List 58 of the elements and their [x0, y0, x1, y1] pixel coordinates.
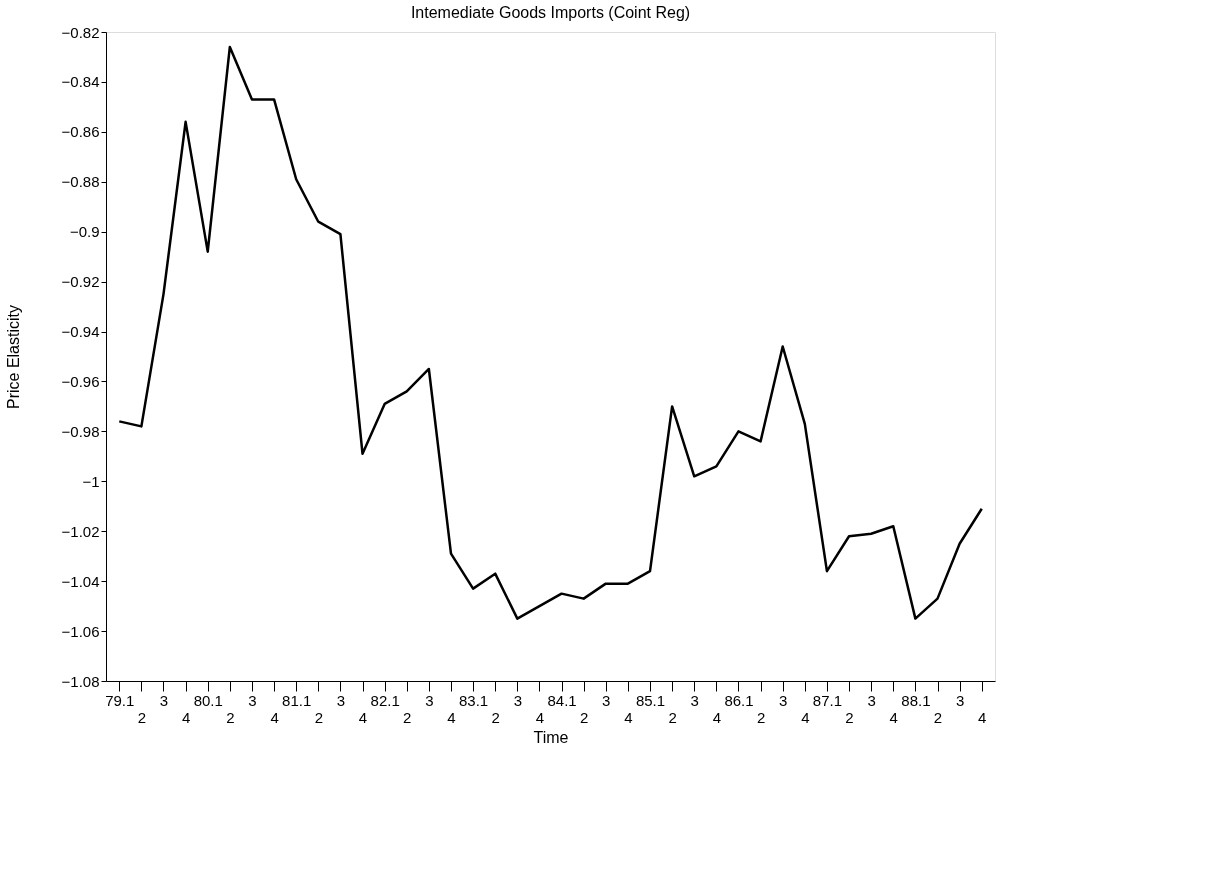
x-tick-label: 83.1 [459, 691, 489, 709]
y-tick-label: −1.06 [61, 622, 100, 640]
y-tick-label: −0.98 [61, 422, 100, 440]
x-tick-label: 2 [491, 708, 500, 726]
chart-title: Intemediate Goods Imports (Coint Reg) [410, 4, 691, 21]
x-tick-label: 82.1 [370, 691, 400, 709]
x-tick-label: 4 [447, 708, 456, 726]
y-tick-label: −0.9 [69, 223, 100, 241]
x-tick-label: 3 [867, 691, 876, 709]
x-tick-label: 3 [513, 691, 522, 709]
line-series [118, 45, 983, 620]
x-tick-label: 4 [978, 708, 987, 726]
x-axis-title: Time [533, 728, 569, 746]
x-tick-label: 79.1 [105, 691, 135, 709]
x-tick-label: 88.1 [901, 691, 931, 709]
x-tick-label: 80.1 [193, 691, 223, 709]
x-tick-label: 3 [779, 691, 788, 709]
x-tick-label: 3 [248, 691, 257, 709]
x-tick-label: 2 [403, 708, 412, 726]
y-axis-title: Price Elasticity [4, 304, 22, 410]
x-tick-label: 2 [756, 708, 766, 726]
x-tick-label: 81.1 [282, 691, 312, 709]
y-tick-label: −0.86 [61, 123, 100, 141]
x-tick-label: 4 [358, 708, 368, 726]
x-tick-label: 84.1 [547, 691, 577, 709]
y-tick-label: −0.96 [61, 372, 100, 390]
y-tick-label: −1.04 [61, 572, 100, 590]
x-tick-label: 87.1 [812, 691, 843, 709]
x-tick-label: 4 [712, 708, 722, 726]
y-tick-label: −0.92 [61, 273, 100, 291]
y-tick-label: −1 [82, 472, 100, 490]
x-tick-label: 2 [314, 708, 323, 726]
y-tick-label: −0.82 [61, 23, 100, 41]
x-tick-label: 2 [933, 708, 943, 726]
x-tick-label: 4 [801, 708, 810, 726]
x-tick-label: 3 [955, 691, 965, 709]
x-tick-label: 2 [580, 708, 589, 726]
x-tick-label: 4 [270, 708, 279, 726]
y-tick-label: −1.08 [61, 672, 100, 690]
x-tick-label: 86.1 [724, 691, 754, 709]
x-tick-label: 3 [690, 691, 699, 709]
x-tick-label: 4 [181, 708, 191, 726]
y-tick-label: −0.88 [61, 173, 100, 191]
y-tick-label: −0.84 [61, 73, 100, 91]
x-tick-label: 2 [668, 708, 677, 726]
x-tick-label: 3 [425, 691, 434, 709]
x-tick-label: 4 [889, 708, 898, 726]
x-tick-label: 2 [226, 708, 235, 726]
x-tick-label: 2 [137, 708, 147, 726]
y-tick-label: −0.94 [61, 323, 100, 341]
x-tick-label: 3 [159, 691, 169, 709]
x-tick-label: 85.1 [635, 691, 666, 709]
x-tick-label: 2 [845, 708, 854, 726]
x-tick-label: 4 [535, 708, 545, 726]
x-tick-label: 4 [624, 708, 633, 726]
x-tick-label: 3 [336, 691, 346, 709]
x-tick-label: 3 [602, 691, 611, 709]
y-tick-label: −1.02 [61, 522, 100, 540]
